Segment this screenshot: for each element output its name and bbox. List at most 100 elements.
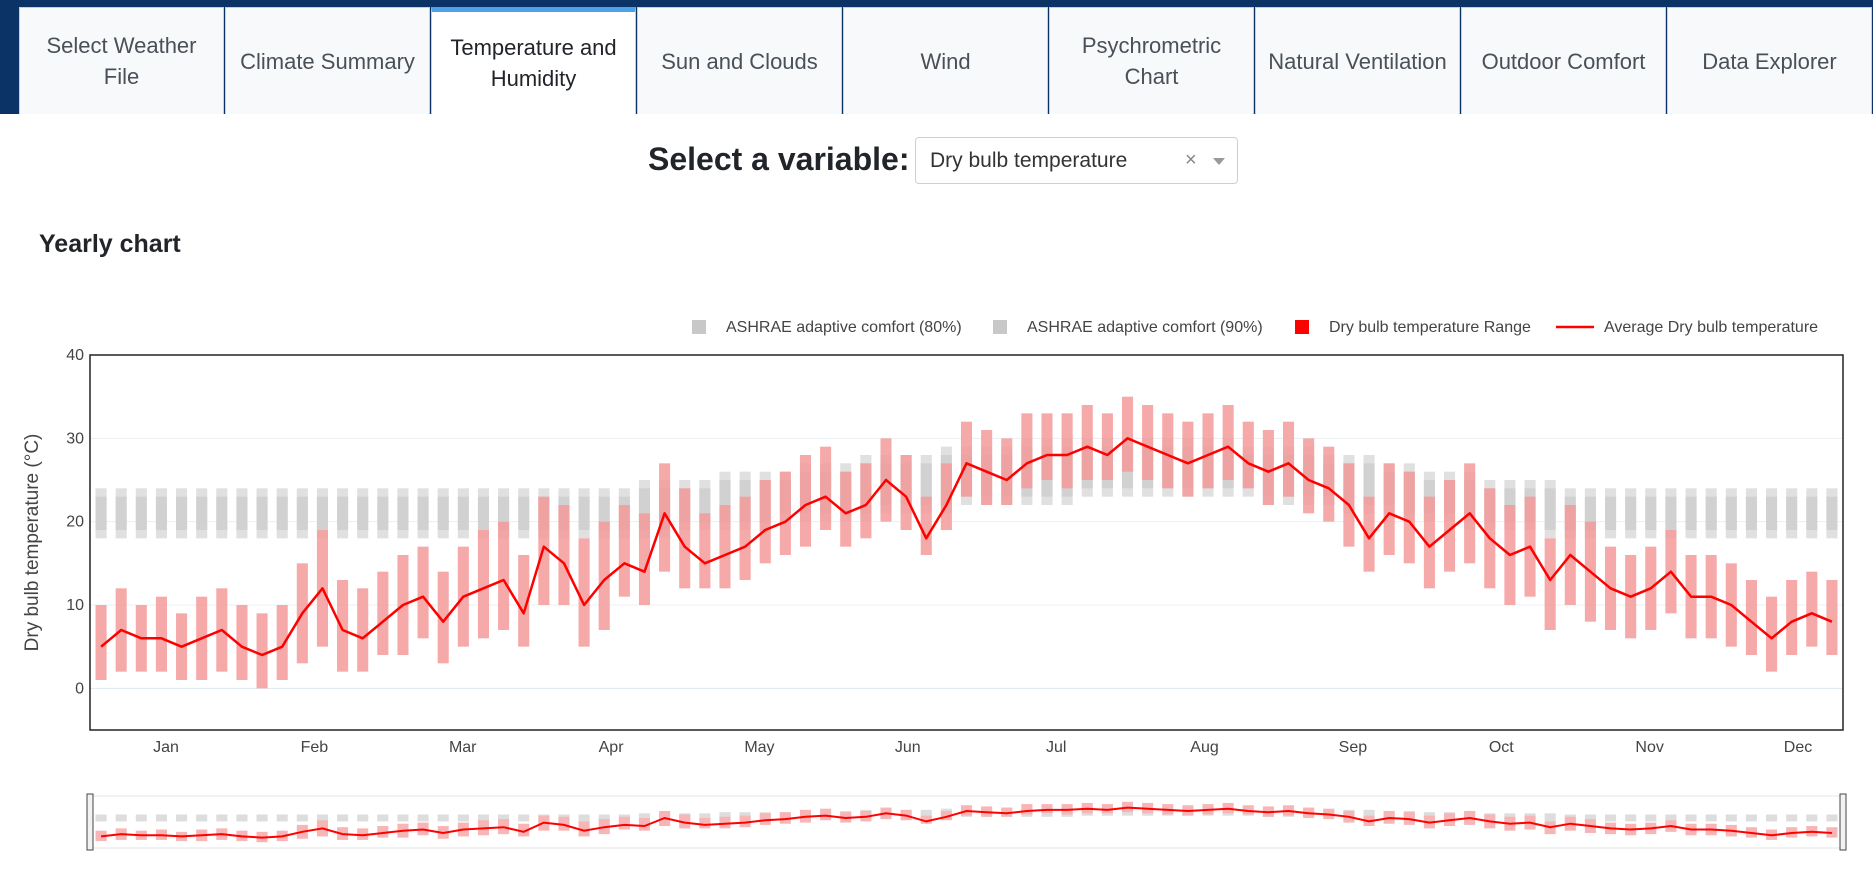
temperature-range-bar [1081,405,1093,480]
mini-range-bar [578,821,590,837]
temperature-range-bar [1001,438,1013,505]
tab-outdoor-comfort[interactable]: Outdoor Comfort [1461,7,1666,114]
comfort-band-bar [115,496,127,530]
tab-psychrometric-chart[interactable]: Psychrometric Chart [1049,7,1254,114]
legend-swatch[interactable] [993,320,1007,334]
mini-range-bar [377,826,389,838]
x-tick-label: Sep [1339,739,1368,756]
temperature-range-bar [1786,580,1798,655]
tab-wind[interactable]: Wind [843,7,1048,114]
variable-select-value: Dry bulb temperature [930,149,1128,172]
range-slider[interactable] [89,795,1844,849]
mini-comfort-bar [699,813,711,821]
temperature-range-bar [1303,438,1315,514]
temperature-range-bar [920,496,932,555]
comfort-band-bar [1705,496,1717,530]
comfort-band-bar [457,496,469,530]
temperature-range-bar [960,421,973,497]
mini-comfort-bar [296,814,308,822]
mini-comfort-bar [276,814,288,822]
temperature-range-bar [498,521,510,630]
temperature-range-bar [1262,430,1274,505]
temperature-range-bar [659,463,671,572]
tab-bar: Select Weather File Climate Summary Temper… [19,7,1873,114]
comfort-band-bar [1766,496,1778,530]
tab-select-weather-file[interactable]: Select Weather File [19,7,224,114]
legend-label[interactable]: Dry bulb temperature Range [1329,319,1531,336]
mini-range-bar [1021,804,1033,815]
range-slider-right-handle[interactable] [1839,793,1847,851]
legend-label[interactable]: Average Dry bulb temperature [1604,319,1818,336]
legend-swatch[interactable] [692,320,706,334]
tab-natural-ventilation[interactable]: Natural Ventilation [1255,7,1460,114]
y-tick-label: 20 [66,514,84,531]
legend-label[interactable]: ASHRAE adaptive comfort (90%) [1027,319,1263,336]
temperature-range-bar [618,505,630,597]
temperature-range-bar [1806,571,1818,647]
mini-range-bar [779,812,791,824]
x-tick-label: Aug [1190,739,1218,756]
tab-temperature-and-humidity[interactable]: Temperature and Humidity [431,7,636,114]
mini-range-bar [357,828,369,840]
plot-frame [89,354,1844,731]
x-tick-label: May [744,739,774,756]
tab-data-explorer[interactable]: Data Explorer [1667,7,1872,114]
mini-comfort-bar [1766,814,1778,822]
comfort-band-bar [296,496,308,530]
comfort-band-bar [316,496,328,530]
comfort-band-bar [719,480,731,522]
mini-range-bar [1242,805,1254,815]
comfort-band-bar [578,496,590,530]
average-temperature-line [100,437,1833,657]
comfort-band-bar [1826,496,1838,530]
mini-comfort-bar [236,814,248,822]
legend-label[interactable]: ASHRAE adaptive comfort (80%) [726,319,962,336]
comfort-band-bar [1685,496,1697,530]
mini-range-bar [1041,804,1053,814]
temperature-range-bar [518,555,530,647]
mini-comfort-bar [196,814,208,822]
comfort-band-bar [699,488,711,522]
temperature-range-bar [1745,580,1757,655]
mini-average-line [100,806,1832,839]
temperature-range-bar [1182,421,1194,497]
temperature-range-bar [155,596,167,672]
temperature-range-bar [417,546,429,639]
comfort-band-bar [1363,463,1375,505]
temperature-range-bar [1826,580,1838,655]
tab-sun-and-clouds[interactable]: Sun and Clouds [637,7,842,114]
mini-comfort-bar [518,814,530,822]
temperature-range-bar [719,505,731,589]
mini-comfort-bar [397,814,409,822]
mini-comfort-bar [1786,814,1798,822]
comfort-band-bar [638,488,651,530]
comfort-band-bar [1584,496,1596,530]
chevron-down-icon[interactable] [1213,158,1225,165]
mini-comfort-bar [457,814,469,822]
temperature-range-bar [1423,496,1435,589]
temperature-range-bar [1021,413,1033,489]
yearly-chart[interactable]: 0 10 20 30 40 Dry bulb temperature (°C) Jan Feb… [0,300,1873,860]
range-slider-left-handle[interactable] [86,793,94,851]
comfort-band-bar [1725,496,1737,530]
comfort-band-bar [518,496,530,530]
mini-comfort-bar [1745,814,1757,822]
legend-swatch[interactable] [1295,320,1309,334]
clear-icon[interactable]: × [1185,149,1197,171]
mini-range-bar [1001,807,1013,817]
mini-comfort-bar [1645,814,1657,822]
y-tick-label: 10 [66,597,84,614]
temperature-range-bar [840,471,852,547]
temperature-range-bar [679,488,691,589]
temperature-range-bar [477,530,490,639]
temperature-range-bar [1101,413,1113,480]
temperature-range-bar [276,605,288,680]
variable-select[interactable]: Dry bulb temperature × [915,137,1238,184]
temperature-range-bar [1222,405,1234,480]
x-tick-label: Oct [1489,739,1514,756]
comfort-band-bar [216,496,228,530]
comfort-band-bar [498,496,510,530]
mini-comfort-bar [357,814,369,822]
tab-climate-summary[interactable]: Climate Summary [225,7,430,114]
temperature-range-bar [1061,413,1073,489]
